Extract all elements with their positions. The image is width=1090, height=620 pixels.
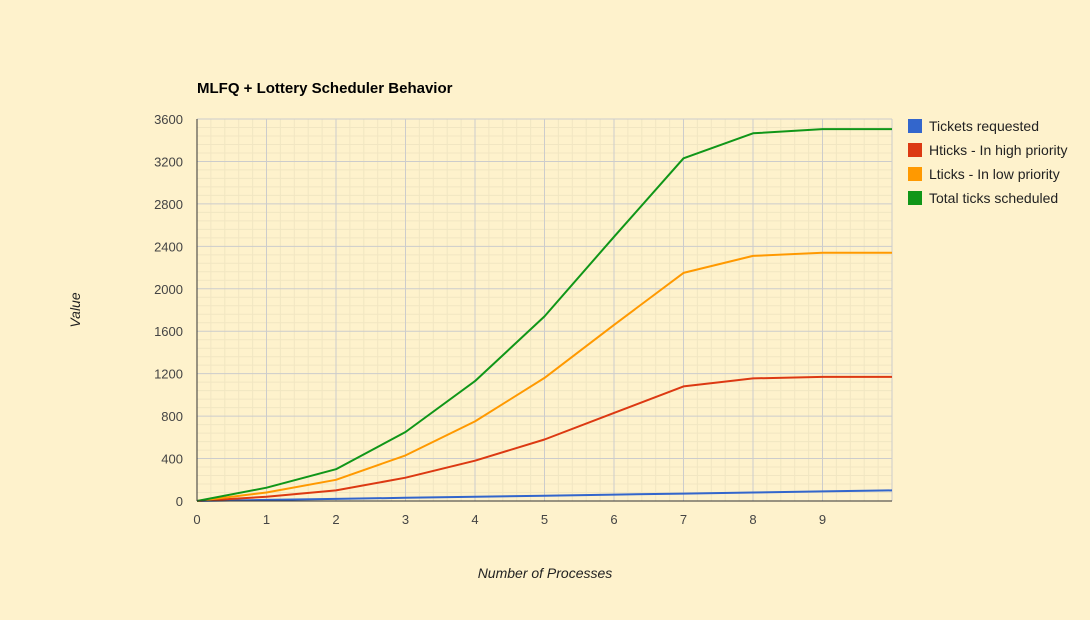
y-tick-label: 1200 <box>154 367 183 382</box>
x-tick-label: 2 <box>332 512 339 527</box>
axis-lines <box>196 119 892 502</box>
y-tick-label: 400 <box>161 452 183 467</box>
major-gridlines <box>197 118 893 501</box>
legend-label: Total ticks scheduled <box>929 190 1058 206</box>
y-tick-label: 800 <box>161 409 183 424</box>
x-tick-label: 1 <box>263 512 270 527</box>
x-tick-label: 8 <box>749 512 756 527</box>
x-tick-label: 5 <box>541 512 548 527</box>
legend-swatch <box>908 143 922 157</box>
y-axis-title: Value <box>67 292 83 328</box>
legend-label: Tickets requested <box>929 118 1039 134</box>
legend: Tickets requested Hticks - In high priori… <box>908 118 1067 206</box>
legend-label: Lticks - In low priority <box>929 166 1060 182</box>
x-tick-label: 3 <box>402 512 409 527</box>
series-line-tickets-requested <box>196 489 893 502</box>
x-axis-tick-labels: 0 1 2 3 4 5 6 7 8 9 <box>193 512 826 527</box>
series-line-hticks-in-high-priority <box>196 375 892 502</box>
legend-swatch <box>908 119 922 133</box>
y-tick-label: 1600 <box>154 324 183 339</box>
y-tick-label: 3600 <box>154 112 183 127</box>
chart-title: MLFQ + Lottery Scheduler Behavior <box>197 80 453 97</box>
y-tick-label: 3200 <box>154 154 183 169</box>
x-tick-label: 9 <box>819 512 826 527</box>
legend-label: Hticks - In high priority <box>929 142 1067 158</box>
x-tick-label: 0 <box>193 512 200 527</box>
x-tick-label: 6 <box>610 512 617 527</box>
series-lines <box>196 128 893 502</box>
x-tick-label: 7 <box>680 512 687 527</box>
x-axis-title: Number of Processes <box>478 565 613 581</box>
y-tick-label: 2800 <box>154 197 183 212</box>
legend-swatch <box>908 167 922 181</box>
series-line-total-ticks-scheduled <box>196 128 892 502</box>
y-tick-label: 0 <box>176 494 183 509</box>
y-tick-label: 2000 <box>154 282 183 297</box>
series-line-lticks-in-low-priority <box>196 251 892 502</box>
y-axis-tick-labels: 0 400 800 1200 1600 2000 2400 2800 3200 3600 <box>154 112 183 509</box>
x-tick-label: 4 <box>471 512 478 527</box>
y-tick-label: 2400 <box>154 239 183 254</box>
legend-swatch <box>908 191 922 205</box>
